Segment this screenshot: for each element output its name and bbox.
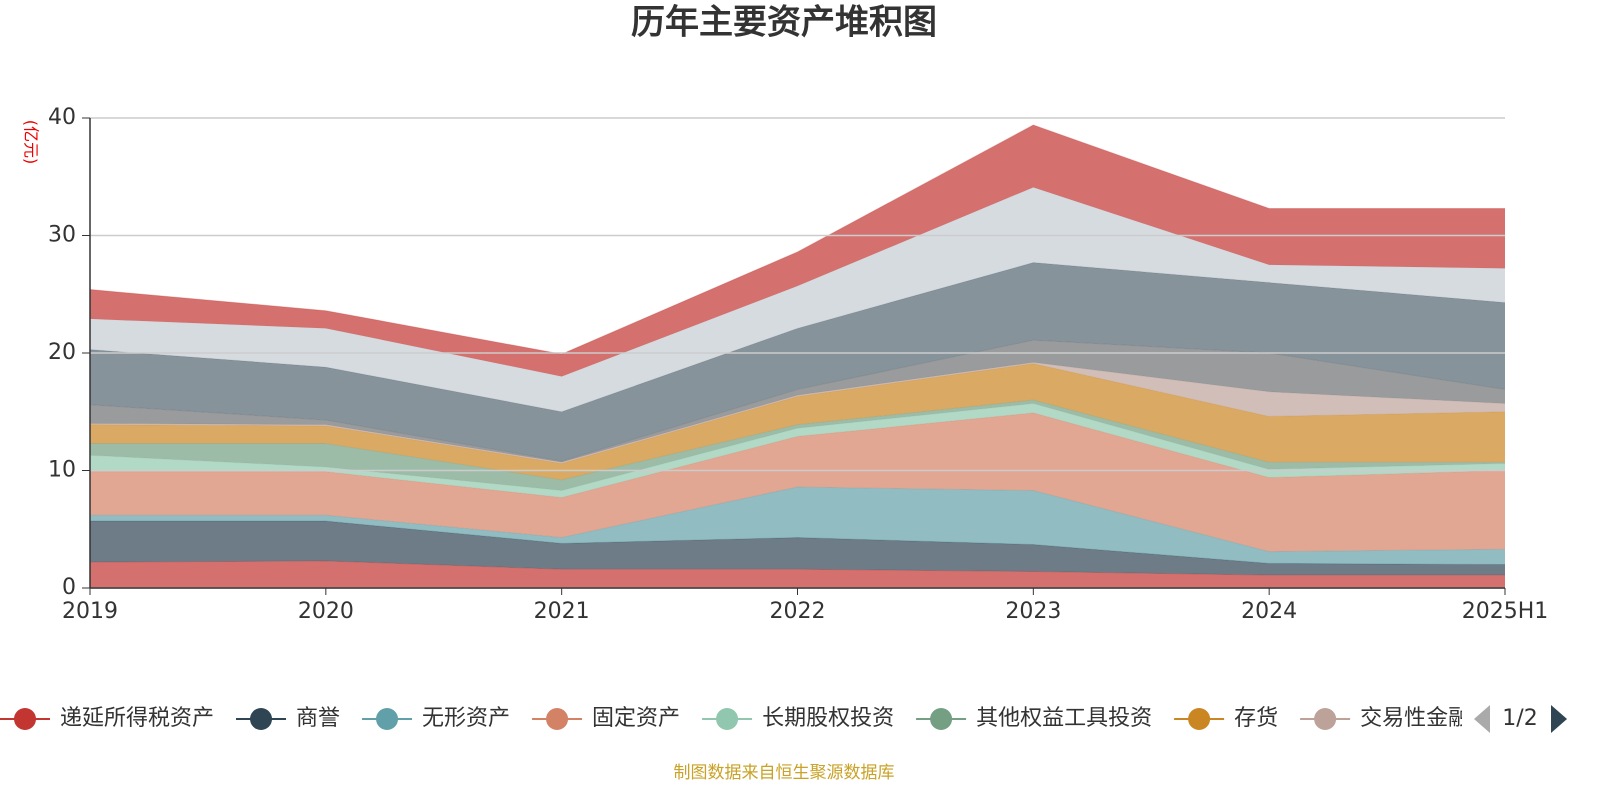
area-edge <box>89 124 1505 355</box>
chart-title: 历年主要资产堆积图 <box>631 3 937 43</box>
area-fill <box>90 262 1505 462</box>
x-tick-label: 2022 <box>770 599 826 624</box>
y-tick-label: 10 <box>48 458 76 483</box>
legend-page: 1/2 <box>1502 706 1537 731</box>
legend-prev[interactable] <box>1474 705 1490 733</box>
legend-marker <box>716 708 739 730</box>
y-tick-label: 20 <box>48 340 76 365</box>
source-note: 制图数据来自恒生聚源数据库 <box>674 763 895 783</box>
legend-label: 无形资产 <box>422 706 510 731</box>
legend-next[interactable] <box>1551 705 1567 733</box>
legend-marker <box>1314 708 1337 730</box>
legend-marker <box>1188 708 1211 730</box>
x-tick-label: 2021 <box>534 599 590 624</box>
area-fill <box>90 340 1505 463</box>
area-fill <box>90 400 1505 491</box>
y-axis-label: (亿元) <box>22 120 41 165</box>
x-tick-label: 2024 <box>1241 599 1297 624</box>
area-fill <box>90 521 1505 576</box>
area-fill <box>90 362 1505 464</box>
x-tick-label: 2023 <box>1005 599 1061 624</box>
legend-label: 递延所得税资产 <box>60 706 214 731</box>
y-tick-label: 0 <box>62 575 76 600</box>
legend-marker <box>250 708 273 730</box>
legend: 递延所得税资产 商誉 无形资产 固定资产 长期股权投资 其他权益工具投资 存货 交易性金融资产 <box>0 706 1514 731</box>
area-fill <box>90 125 1505 377</box>
y-tick-label: 30 <box>48 223 76 248</box>
plot-area <box>89 124 1506 588</box>
legend-label: 其他权益工具投资 <box>976 706 1152 731</box>
legend-label: 长期股权投资 <box>762 706 894 731</box>
area-fill <box>90 560 1505 588</box>
legend-label: 交易性金融资产 <box>1360 706 1514 731</box>
area-fill <box>90 187 1505 412</box>
legend-marker <box>930 708 953 730</box>
y-tick-label: 40 <box>48 105 76 130</box>
area-fill <box>90 486 1505 565</box>
x-tick-label: 2020 <box>298 599 354 624</box>
legend-marker <box>14 708 36 730</box>
legend-marker <box>546 708 569 730</box>
x-tick-label: 2019 <box>62 599 118 624</box>
legend-label: 固定资产 <box>592 706 680 731</box>
area-fill <box>90 412 1505 552</box>
area-fill <box>90 363 1505 480</box>
legend-label: 商誉 <box>296 706 340 731</box>
x-tick-label: 2025H1 <box>1462 599 1549 624</box>
legend-marker <box>376 708 399 730</box>
legend-label: 存货 <box>1234 706 1278 731</box>
